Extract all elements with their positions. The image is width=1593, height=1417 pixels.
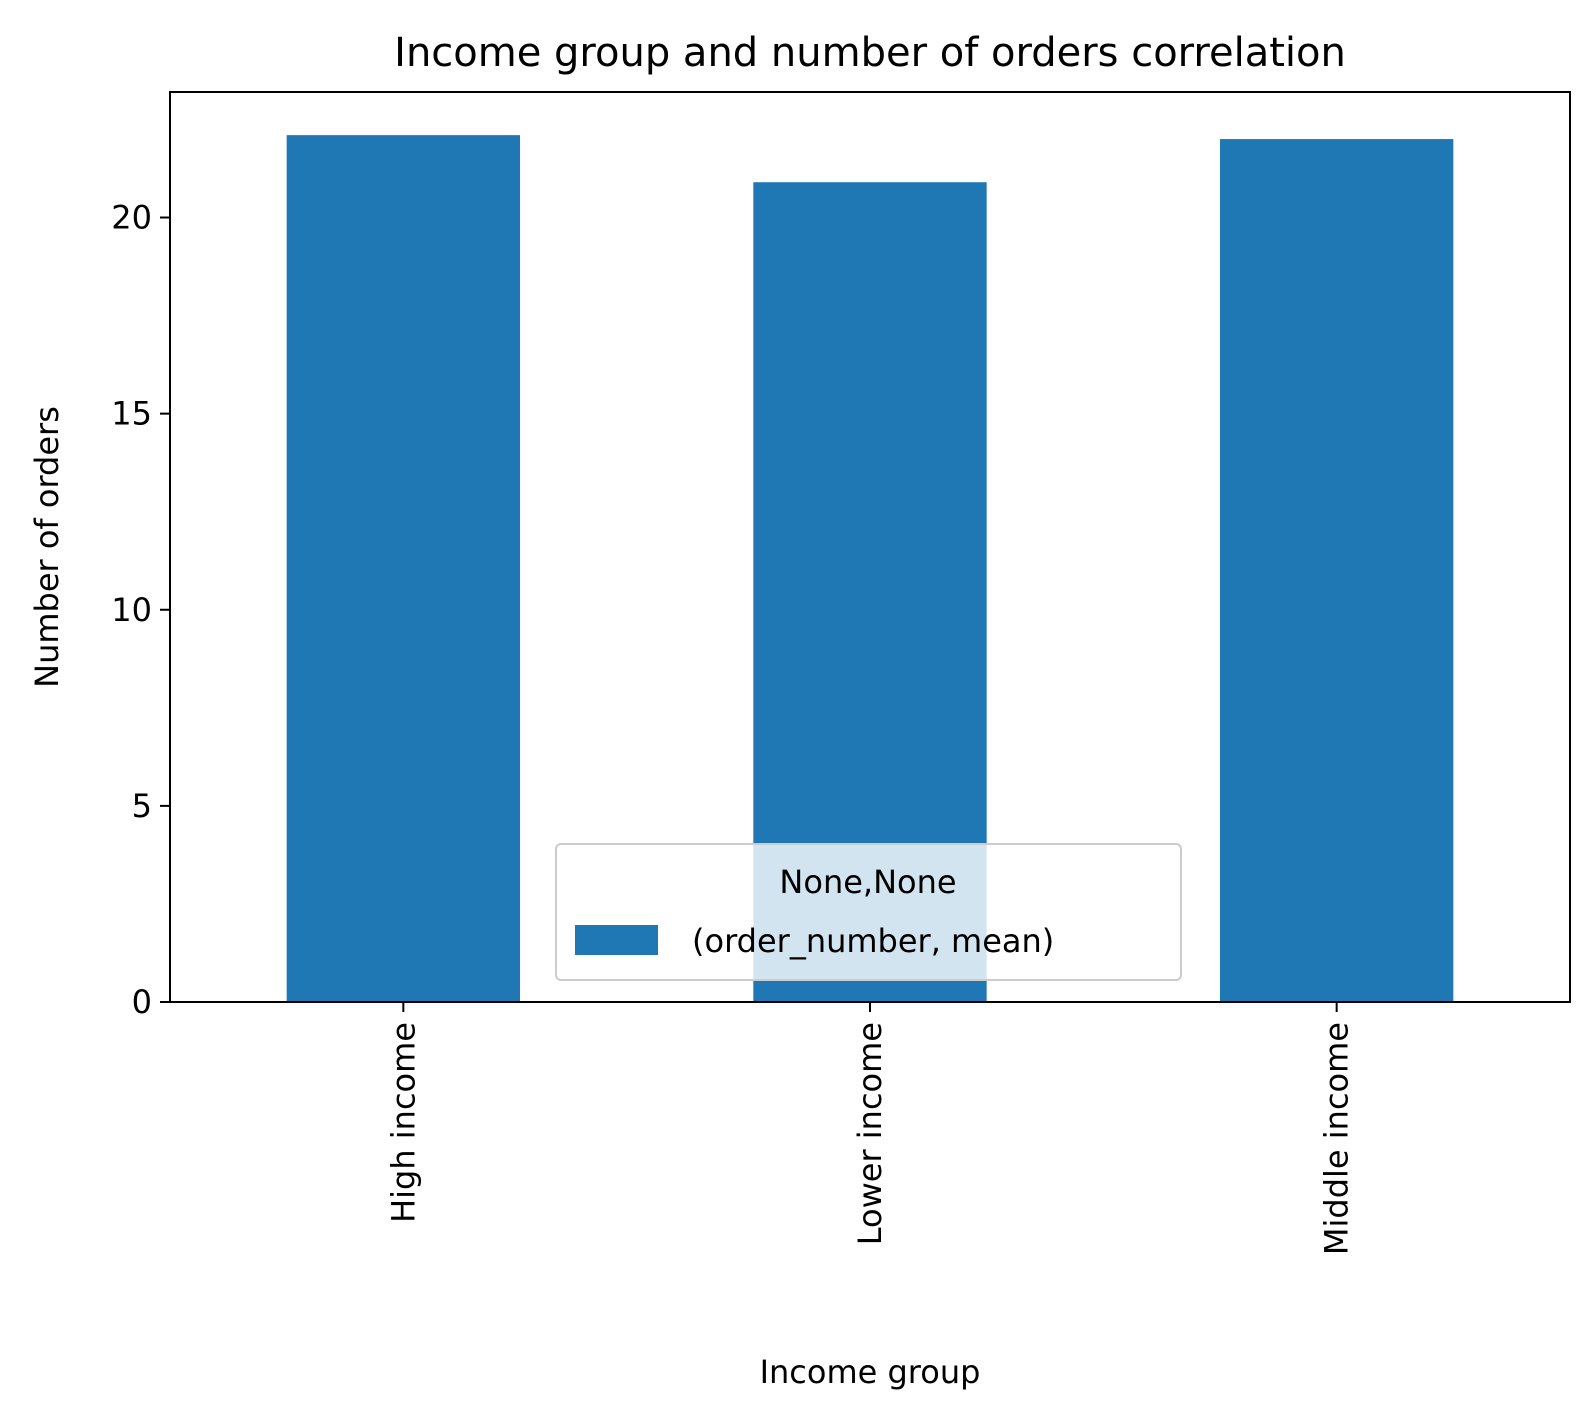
bar-high-income [286,135,520,1002]
x-tick-label: Lower income [851,1022,889,1245]
x-axis-label: Income group [760,1353,981,1391]
chart-title: Income group and number of orders correl… [394,30,1346,76]
y-axis-label: Number of orders [28,406,66,688]
y-tick-label: 20 [111,199,152,237]
x-tick-label: High income [384,1022,422,1223]
legend-swatch [575,925,658,955]
bars-group [286,135,1454,1002]
bar-middle-income [1220,139,1454,1002]
legend-title: None,None [779,863,956,901]
y-tick-label: 10 [111,591,152,629]
x-axis: High income Lower income Middle income [384,1002,1356,1255]
y-axis: 0 5 10 15 20 [111,199,170,1021]
legend-box [555,843,1182,981]
plot-frame [169,91,1571,1003]
legend: None,None (order_number, mean) [555,843,1182,981]
y-tick-label: 0 [132,983,152,1021]
y-tick-label: 5 [132,787,152,825]
x-tick-label: Middle income [1318,1022,1356,1255]
y-tick-label: 15 [111,395,152,433]
legend-label: (order_number, mean) [692,922,1054,960]
